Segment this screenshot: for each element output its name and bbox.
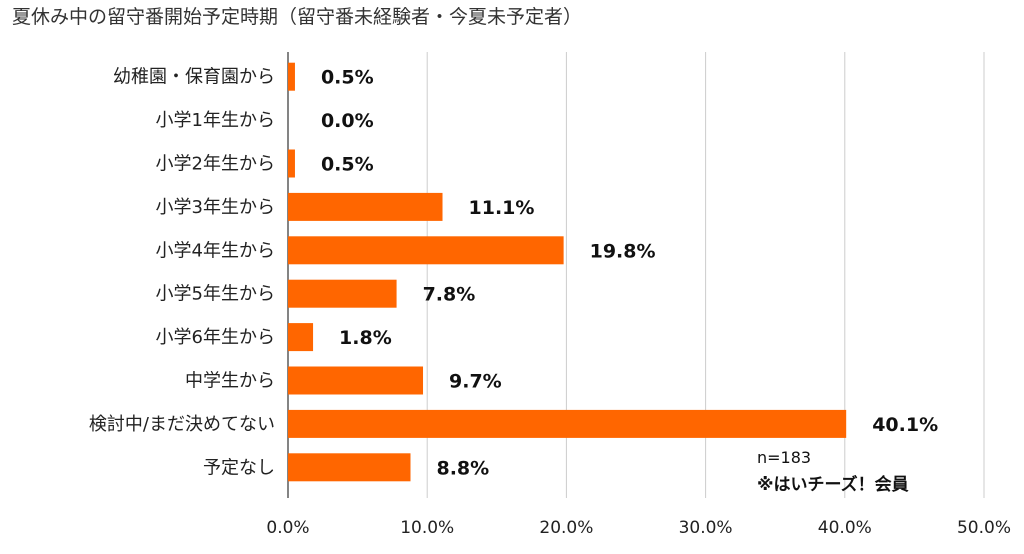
value-label: 9.7% bbox=[449, 371, 502, 393]
value-label: 11.1% bbox=[469, 197, 535, 219]
bar bbox=[288, 62, 295, 91]
bar bbox=[288, 192, 443, 221]
x-tick-label: 0.0% bbox=[266, 518, 309, 538]
category-label: 予定なし bbox=[203, 457, 275, 478]
x-tick-label: 40.0% bbox=[818, 518, 872, 538]
value-label: 40.1% bbox=[872, 414, 938, 436]
x-tick-label: 30.0% bbox=[679, 518, 733, 538]
category-label: 幼稚園・保育園から bbox=[113, 67, 275, 88]
value-label: 8.8% bbox=[436, 457, 489, 479]
category-labels: 幼稚園・保育園から小学1年生から小学2年生から小学3年生から小学4年生から小学5… bbox=[89, 67, 275, 479]
category-label: 小学6年生から bbox=[156, 327, 275, 348]
category-label: 検討中/まだ決めてない bbox=[89, 414, 275, 435]
value-label: 0.5% bbox=[321, 67, 374, 89]
value-labels: 0.5% 0.0% 0.5% 11.1% 19.8% 7.8% 1.8% 9.7% 40.1% 8… bbox=[321, 67, 938, 480]
source-note: ※はいチーズ！会員 bbox=[757, 475, 909, 495]
x-tick-label: 50.0% bbox=[957, 518, 1011, 538]
bar bbox=[288, 409, 847, 438]
sample-size-note: n=183 bbox=[757, 448, 812, 467]
bar bbox=[288, 279, 397, 308]
chart-title: 夏休み中の留守番開始予定時期（留守番未経験者・今夏未予定者） bbox=[12, 6, 583, 28]
category-label: 小学1年生から bbox=[156, 110, 275, 131]
value-label: 0.0% bbox=[321, 110, 374, 132]
x-tick-labels: 0.0% 10.0% 20.0% 30.0% 40.0% 50.0% bbox=[266, 518, 1011, 538]
category-label: 小学3年生から bbox=[156, 197, 275, 218]
x-tick-label: 10.0% bbox=[400, 518, 454, 538]
bar bbox=[288, 323, 314, 352]
value-label: 0.5% bbox=[321, 154, 374, 176]
value-label: 7.8% bbox=[423, 284, 476, 306]
bar bbox=[288, 366, 424, 395]
bar bbox=[288, 453, 411, 482]
category-label: 小学5年生から bbox=[156, 284, 275, 305]
bars bbox=[288, 62, 847, 482]
x-tick-label: 20.0% bbox=[539, 518, 593, 538]
category-label: 小学4年生から bbox=[156, 240, 275, 261]
category-label: 小学2年生から bbox=[156, 154, 275, 175]
category-label: 中学生から bbox=[185, 371, 275, 392]
bar bbox=[288, 236, 564, 265]
bar bbox=[288, 149, 295, 178]
value-label: 19.8% bbox=[590, 240, 656, 262]
value-label: 1.8% bbox=[339, 327, 392, 349]
